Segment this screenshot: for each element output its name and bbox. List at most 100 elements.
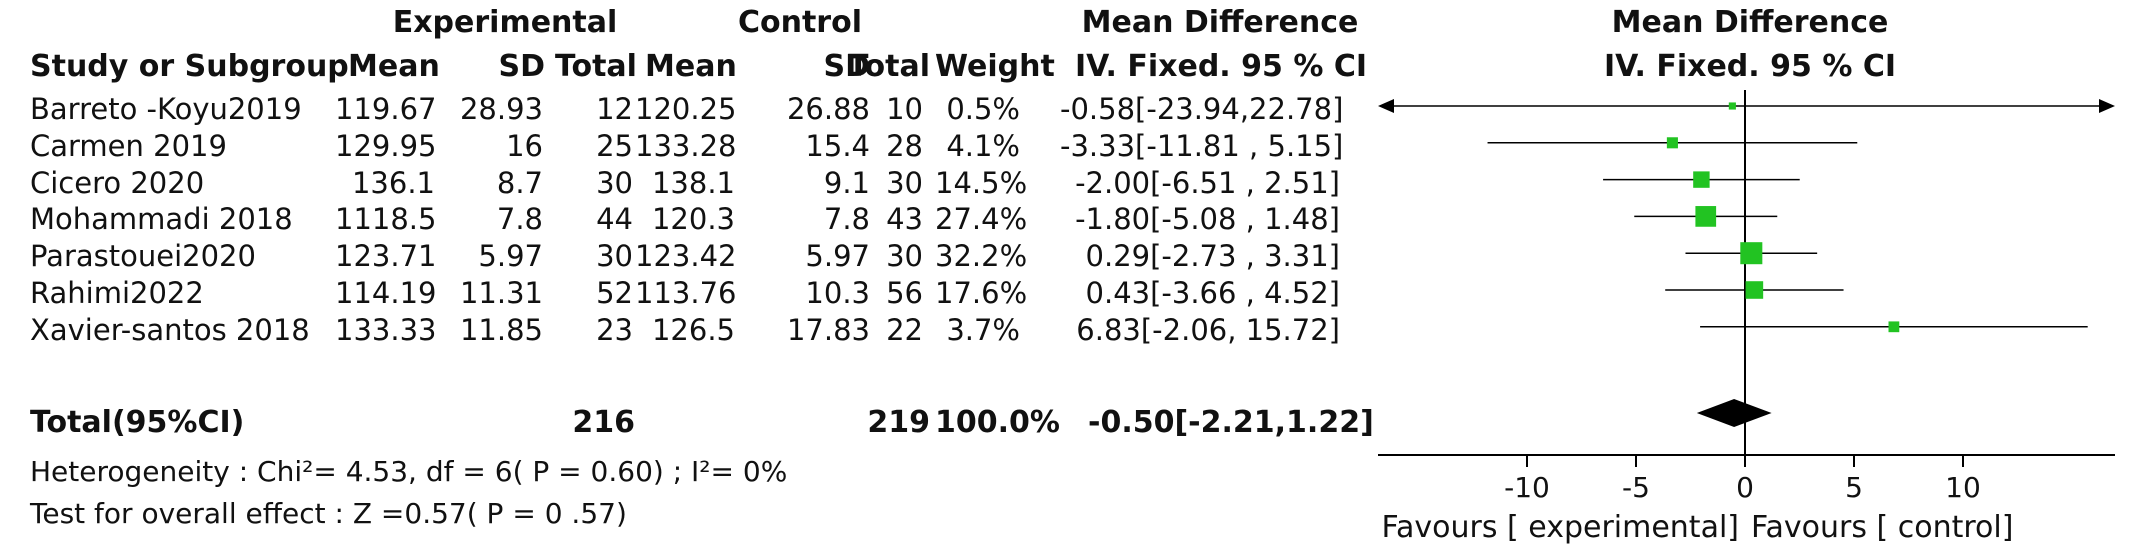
row-weight: 0.5% (946, 92, 1020, 126)
row-exp-total: 23 (596, 312, 633, 347)
row-weight: 27.4% (935, 202, 1028, 237)
x-tick-label: -5 (1622, 471, 1650, 504)
row-ctl-total: 30 (886, 239, 923, 274)
row-ctl-sd: 7.8 (823, 202, 870, 237)
row-ctl-total: 10 (886, 92, 923, 126)
exp-sd-header: SD (498, 49, 545, 84)
row-exp-total: 52 (596, 276, 633, 310)
exp-mean-header: Mean (348, 49, 440, 84)
plot-title: Mean Difference (1611, 5, 1889, 40)
study-point-marker (1695, 206, 1717, 227)
row-ctl-total: 28 (886, 128, 923, 163)
row-ctl-sd: 10.3 (805, 276, 870, 310)
row-exp-sd: 16 (506, 128, 543, 163)
ctl-total-header: Total (848, 49, 930, 84)
row-ctl-sd: 15.4 (805, 128, 870, 163)
row-ctl-sd: 5.97 (805, 239, 870, 274)
row-weight: 32.2% (935, 239, 1028, 274)
row-study-name: Rahimi2022 (30, 276, 204, 310)
ci-arrow-left (1378, 99, 1394, 113)
row-ci-text: -3.33[-11.81 , 5.15] (1060, 128, 1344, 163)
row-ctl-total: 30 (886, 165, 923, 200)
row-weight: 14.5% (935, 165, 1028, 200)
row-exp-sd: 7.8 (496, 202, 543, 237)
x-tick-label: 10 (1945, 471, 1981, 504)
row-exp-mean: 114.19 (335, 276, 437, 310)
row-exp-sd: 5.97 (478, 239, 543, 274)
row-ctl-sd: 17.83 (786, 312, 870, 347)
row-exp-mean: 119.67 (335, 92, 437, 126)
weight-header: Weight (935, 49, 1055, 84)
row-ci-text: -0.58[-23.94,22.78] (1060, 92, 1344, 126)
row-exp-total: 12 (596, 92, 633, 126)
row-ctl-mean: 133.28 (635, 128, 737, 163)
row-study-name: Xavier-santos 2018 (30, 312, 310, 347)
total-exp-n: 216 (572, 405, 635, 440)
study-point-marker (1693, 171, 1710, 188)
total-label: Total(95%CI) (30, 405, 245, 440)
row-exp-sd: 11.85 (459, 312, 543, 347)
row-exp-total: 30 (596, 165, 633, 200)
row-exp-mean: 123.71 (335, 239, 437, 274)
study-point-marker (1728, 102, 1736, 110)
row-ci-text: 6.83[-2.06, 15.72] (1076, 312, 1340, 347)
total-weight: 100.0% (935, 405, 1060, 440)
pooled-estimate-diamond (1696, 399, 1772, 427)
row-study-name: Barreto -Koyu2019 (30, 92, 302, 126)
row-ctl-mean: 126.5 (651, 312, 735, 347)
row-exp-mean: 133.33 (335, 312, 437, 347)
row-weight: 17.6% (935, 276, 1028, 310)
row-ctl-mean: 120.3 (651, 202, 735, 237)
total-ci-text: -0.50[-2.21,1.22] (1088, 405, 1374, 440)
favours-experimental-label: Favours [ experimental] (1382, 510, 1739, 545)
md-method-header: IV. Fixed. 95 % CI (1075, 49, 1368, 84)
study-point-marker (1745, 281, 1764, 299)
row-ctl-sd: 9.1 (823, 165, 870, 200)
row-study-name: Parastouei2020 (30, 239, 256, 274)
row-exp-sd: 8.7 (496, 165, 543, 200)
study-point-marker (1666, 137, 1678, 149)
favours-control-label: Favours [ control] (1751, 510, 2013, 545)
total-ctl-n: 219 (867, 405, 930, 440)
row-exp-mean: 1118.5 (335, 202, 437, 237)
plot-method-header: IV. Fixed. 95 % CI (1603, 49, 1897, 84)
x-tick-label: -10 (1504, 471, 1550, 504)
row-study-name: Cicero 2020 (30, 165, 205, 200)
row-ci-text: -2.00[-6.51 , 2.51] (1075, 165, 1340, 200)
row-study-name: Carmen 2019 (30, 128, 227, 163)
row-ci-text: -1.80[-5.08 , 1.48] (1075, 202, 1340, 237)
row-ctl-total: 56 (886, 276, 923, 310)
exp-total-header: Total (555, 49, 637, 84)
row-weight: 3.7% (946, 312, 1020, 347)
study-point-marker (1888, 321, 1900, 333)
row-study-name: Mohammadi 2018 (30, 202, 293, 237)
row-ci-text: 0.29[-2.73 , 3.31] (1085, 239, 1340, 274)
row-ctl-total: 22 (886, 312, 923, 347)
ci-arrow-right (2099, 99, 2115, 113)
row-ctl-mean: 138.1 (651, 165, 735, 200)
row-exp-mean: 129.95 (335, 128, 437, 163)
study-column-header: Study or Subgroup (30, 49, 349, 84)
x-tick-label: 0 (1736, 471, 1754, 504)
row-ctl-mean: 123.42 (635, 239, 737, 274)
x-tick-label: 5 (1845, 471, 1863, 504)
row-exp-total: 30 (596, 239, 633, 274)
row-ctl-sd: 26.88 (786, 92, 870, 126)
row-exp-sd: 11.31 (459, 276, 543, 310)
row-exp-total: 25 (596, 128, 633, 163)
row-ctl-mean: 113.76 (635, 276, 737, 310)
heterogeneity-text: Heterogeneity : Chi²= 4.53, df = 6( P = … (30, 455, 788, 488)
row-ctl-total: 43 (886, 202, 923, 237)
study-point-marker (1740, 242, 1763, 265)
overall-effect-text: Test for overall effect : Z =0.57( P = 0… (30, 497, 627, 530)
ctl-mean-header: Mean (645, 49, 737, 84)
row-ci-text: 0.43[-3.66 , 4.52] (1085, 276, 1340, 310)
row-weight: 4.1% (946, 128, 1020, 163)
row-exp-sd: 28.93 (459, 92, 543, 126)
row-ctl-mean: 120.25 (635, 92, 737, 126)
ctl-sd-header: SD (823, 49, 870, 84)
md-column-title: Mean Difference (1081, 5, 1359, 40)
row-exp-total: 44 (596, 202, 633, 237)
control-group-header: Control (737, 5, 862, 40)
